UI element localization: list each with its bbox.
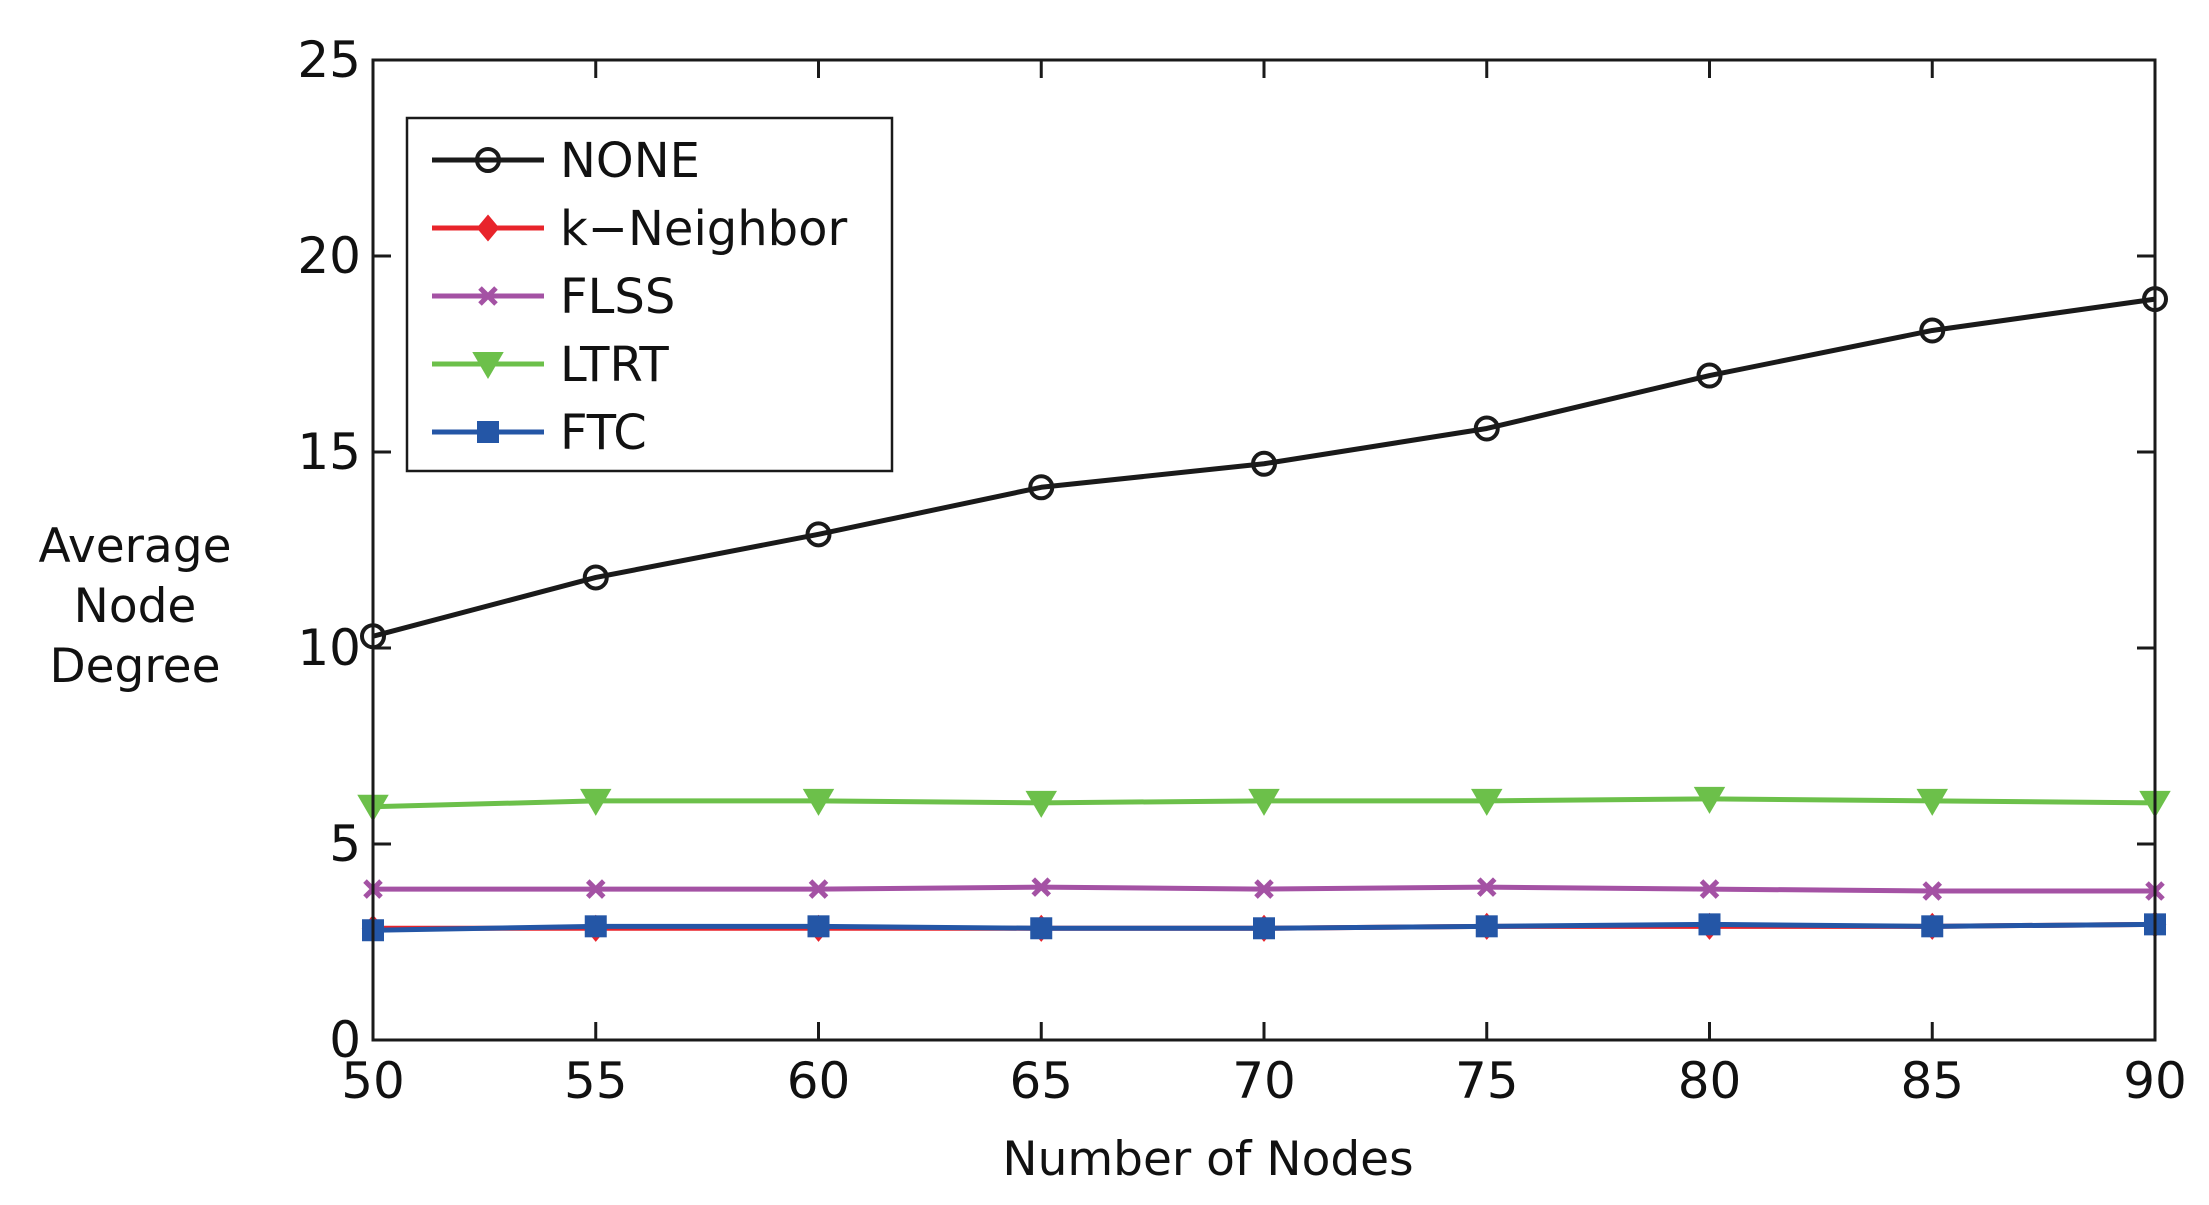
data-point-marker bbox=[802, 788, 835, 816]
x-tick-label: 85 bbox=[1900, 1052, 1964, 1110]
series-2 bbox=[363, 877, 2165, 901]
x-tick-label: 60 bbox=[787, 1052, 851, 1110]
data-point-marker bbox=[1693, 786, 1726, 814]
y-axis-title-line: Average bbox=[38, 519, 231, 574]
data-point-marker bbox=[808, 879, 829, 899]
data-point-marker bbox=[1253, 917, 1275, 940]
y-tick-label: 0 bbox=[329, 1011, 361, 1069]
y-tick-label: 10 bbox=[297, 619, 361, 677]
y-tick-label: 15 bbox=[297, 423, 361, 481]
data-point-marker bbox=[1030, 917, 1053, 940]
data-point-marker bbox=[805, 521, 832, 548]
data-point-marker bbox=[1025, 790, 1057, 818]
data-point-marker bbox=[1031, 877, 1052, 897]
legend-label: k−Neighbor bbox=[560, 201, 848, 257]
legend-marker bbox=[478, 286, 498, 306]
y-axis-title-line: Node bbox=[74, 579, 197, 634]
legend-label: FLSS bbox=[560, 269, 675, 325]
legend-marker bbox=[477, 421, 499, 443]
legend-entry: NONE bbox=[432, 133, 700, 189]
data-point-marker bbox=[1921, 915, 1944, 938]
tick-layer: 50 55 60 65 70 75 80 85 90 0 5 10 15 20 25 bbox=[297, 31, 2186, 1110]
data-point-marker bbox=[1028, 474, 1055, 501]
x-tick-label: 70 bbox=[1232, 1052, 1296, 1110]
legend-entry: k−Neighbor bbox=[432, 201, 848, 257]
legend-marker bbox=[475, 147, 501, 173]
x-tick-label: 80 bbox=[1678, 1052, 1742, 1110]
data-point-marker bbox=[1916, 788, 1948, 816]
data-point-marker bbox=[1696, 362, 1723, 389]
legend-label: FTC bbox=[560, 405, 647, 461]
data-point-marker bbox=[1473, 415, 1500, 442]
x-tick-label: 75 bbox=[1455, 1052, 1519, 1110]
data-point-marker bbox=[580, 788, 612, 816]
legend: NONE k−Neighbor FLSS LTRT FTC bbox=[405, 116, 894, 473]
legend-entry: LTRT bbox=[432, 337, 669, 393]
data-point-marker bbox=[1248, 788, 1280, 816]
data-point-marker bbox=[1471, 788, 1503, 816]
y-tick-label: 25 bbox=[297, 31, 361, 89]
legend-marker bbox=[476, 214, 500, 242]
y-tick-label: 5 bbox=[329, 815, 361, 873]
data-point-marker bbox=[1254, 879, 1274, 899]
data-point-marker bbox=[1922, 881, 1943, 901]
legend-label: LTRT bbox=[560, 337, 669, 393]
data-point-marker bbox=[1919, 317, 1946, 344]
x-axis-title: Number of Nodes bbox=[1002, 1132, 1413, 1187]
data-point-marker bbox=[585, 879, 606, 899]
y-axis-title-line: Degree bbox=[49, 639, 220, 694]
data-point-marker bbox=[584, 915, 607, 938]
y-axis-title: Average Node Degree bbox=[38, 519, 231, 694]
series-4 bbox=[362, 913, 2166, 942]
legend-marker bbox=[472, 352, 504, 379]
x-tick-label: 65 bbox=[1009, 1052, 1073, 1110]
y-tick-label: 20 bbox=[297, 227, 361, 285]
x-tick-label: 90 bbox=[2123, 1052, 2187, 1110]
data-point-marker bbox=[807, 915, 830, 938]
legend-label: NONE bbox=[560, 133, 700, 189]
data-point-marker bbox=[1251, 450, 1277, 477]
data-point-marker bbox=[1476, 877, 1497, 897]
series-line bbox=[372, 296, 2156, 639]
legend-entry: FTC bbox=[432, 405, 647, 461]
data-point-marker bbox=[582, 564, 609, 591]
x-tick-label: 50 bbox=[341, 1052, 405, 1110]
x-tick-label: 55 bbox=[564, 1052, 628, 1110]
data-point-marker bbox=[1475, 915, 1498, 938]
data-point-marker bbox=[1699, 879, 1720, 899]
data-point-marker bbox=[1698, 913, 1721, 936]
legend-entry: FLSS bbox=[432, 269, 675, 325]
series-layer bbox=[357, 286, 2171, 942]
